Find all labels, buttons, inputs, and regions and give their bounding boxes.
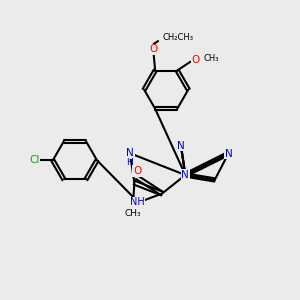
Text: N: N — [225, 148, 232, 158]
Text: O: O — [133, 166, 141, 176]
Text: CH₃: CH₃ — [204, 54, 219, 63]
Text: O: O — [191, 55, 200, 64]
Text: N: N — [126, 148, 134, 158]
Text: NH: NH — [130, 197, 144, 207]
Text: O: O — [150, 44, 158, 54]
Text: N: N — [182, 170, 189, 180]
Text: Cl: Cl — [29, 155, 40, 165]
Text: N: N — [177, 141, 185, 151]
Text: CH₂CH₃: CH₂CH₃ — [163, 33, 194, 42]
Text: H: H — [127, 158, 133, 166]
Text: CH₃: CH₃ — [124, 209, 141, 218]
